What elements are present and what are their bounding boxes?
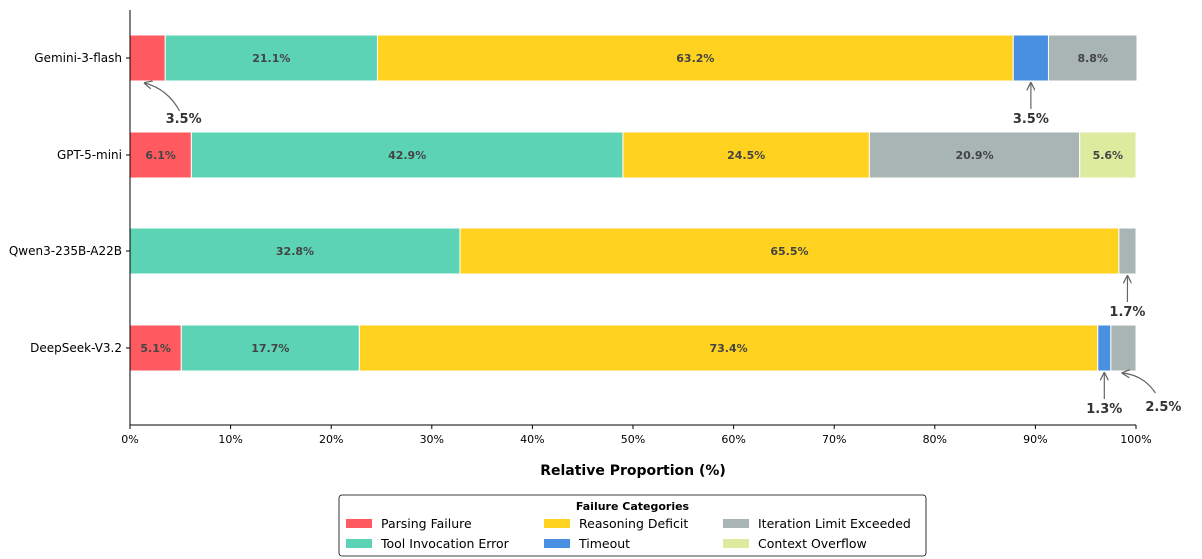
bar-gemini-3-flash-reasoning-deficit [376,34,1014,82]
x-axis-label: Relative Proportion (%) [540,463,726,479]
legend-label-tool-invocation-error: Tool Invocation Error [380,536,510,551]
x-tick-label: 100% [1120,433,1151,446]
segment-label-deepseek-v3-2-parsing-failure: 5.1% [140,342,171,355]
legend: Failure Categories Parsing Failure Tool I… [338,494,927,557]
legend-swatch-context-overflow [723,539,749,548]
annotation-label-gemini-3-flash-parsing-failure: 3.5% [166,112,202,127]
x-tick-label: 90% [1023,433,1047,446]
bar-deepseek-v3-2-tool-invocation-error [180,324,360,372]
axes-layer: Gemini-3-flash GPT-5-mini Qwen3-235B-A22B D… [9,10,1152,446]
legend-swatch-parsing-failure [346,519,372,528]
x-tick-label: 60% [721,433,745,446]
x-tick-label: 40% [520,433,544,446]
x-tick-label: 50% [621,433,645,446]
segment-label-qwen3-235b-a22b-tool-invocation-error: 32.8% [276,245,314,258]
annotations-layer: 3.5% 3.5% 1.7% 1.3% 2.5% [145,83,1181,417]
segment-label-gemini-3-flash-reasoning-deficit: 63.2% [676,52,714,65]
bar-deepseek-v3-2-iteration-limit-exceeded [1110,324,1137,372]
bar-gpt-5-mini-context-overflow [1079,131,1137,179]
bar-deepseek-v3-2-timeout [1097,324,1112,372]
bars-layer: 21.1% 63.2% 8.8% 6.1% 42.9% 24.5% 20.9% 5.6% 32.… [129,34,1138,372]
segment-label-gemini-3-flash-tool-invocation-error: 21.1% [252,52,290,65]
legend-title: Failure Categories [576,500,690,513]
legend-label-iteration-limit-exceeded: Iteration Limit Exceeded [758,516,911,531]
annotation-arrow [145,83,181,112]
legend-swatch-timeout [544,539,570,548]
bar-gpt-5-mini-iteration-limit-exceeded [868,131,1081,179]
x-tick-label: 30% [420,433,444,446]
legend-swatch-iteration-limit-exceeded [723,519,749,528]
x-tick-label: 70% [822,433,846,446]
legend-label-context-overflow: Context Overflow [758,536,867,551]
segment-label-gpt-5-mini-parsing-failure: 6.1% [145,149,176,162]
y-tick-label-gpt-5-mini: GPT-5-mini [57,148,122,162]
y-tick-label-deepseek-v3-2: DeepSeek-V3.2 [30,341,122,355]
annotation-label-gemini-3-flash-timeout: 3.5% [1013,112,1049,127]
x-tick-label: 20% [319,433,343,446]
x-tick-label: 80% [923,433,947,446]
y-tick-label-gemini-3-flash: Gemini-3-flash [34,51,122,65]
legend-frame [338,494,927,557]
bar-gemini-3-flash-tool-invocation-error [164,34,378,82]
legend-label-timeout: Timeout [578,536,630,551]
legend-swatch-reasoning-deficit [544,519,570,528]
segment-label-gpt-5-mini-context-overflow: 5.6% [1093,149,1124,162]
segment-label-deepseek-v3-2-tool-invocation-error: 17.7% [251,342,289,355]
segment-label-gpt-5-mini-reasoning-deficit: 24.5% [727,149,765,162]
x-tick-label: 0% [121,433,138,446]
annotation-label-qwen3-235b-a22b-iteration-limit-exceeded: 1.7% [1109,305,1145,320]
segment-label-gemini-3-flash-iteration-limit-exceeded: 8.8% [1077,52,1108,65]
bar-gemini-3-flash-timeout [1012,34,1049,82]
y-tick-label-qwen3-235b-a22b: Qwen3-235B-A22B [9,244,122,258]
segment-label-gpt-5-mini-tool-invocation-error: 42.9% [388,149,426,162]
segment-label-deepseek-v3-2-reasoning-deficit: 73.4% [709,342,747,355]
bar-qwen3-235b-a22b-iteration-limit-exceeded [1118,227,1137,275]
legend-label-reasoning-deficit: Reasoning Deficit [579,516,688,531]
annotation-label-deepseek-v3-2-timeout: 1.3% [1086,402,1122,417]
x-tick-label: 10% [218,433,242,446]
legend-swatch-tool-invocation-error [346,539,372,548]
bar-deepseek-v3-2-reasoning-deficit [358,324,1099,372]
segment-label-gpt-5-mini-iteration-limit-exceeded: 20.9% [955,149,993,162]
annotation-arrow [1122,373,1156,394]
bar-gpt-5-mini-reasoning-deficit [622,131,870,179]
bar-gpt-5-mini-tool-invocation-error [190,131,624,179]
legend-label-parsing-failure: Parsing Failure [381,516,472,531]
bar-qwen3-235b-a22b-reasoning-deficit [459,227,1120,275]
segment-label-qwen3-235b-a22b-reasoning-deficit: 65.5% [770,245,808,258]
annotation-label-deepseek-v3-2-iteration-limit-exceeded: 2.5% [1145,400,1181,415]
bar-gemini-3-flash-iteration-limit-exceeded [1047,34,1138,82]
bar-gemini-3-flash-parsing-failure [129,34,166,82]
